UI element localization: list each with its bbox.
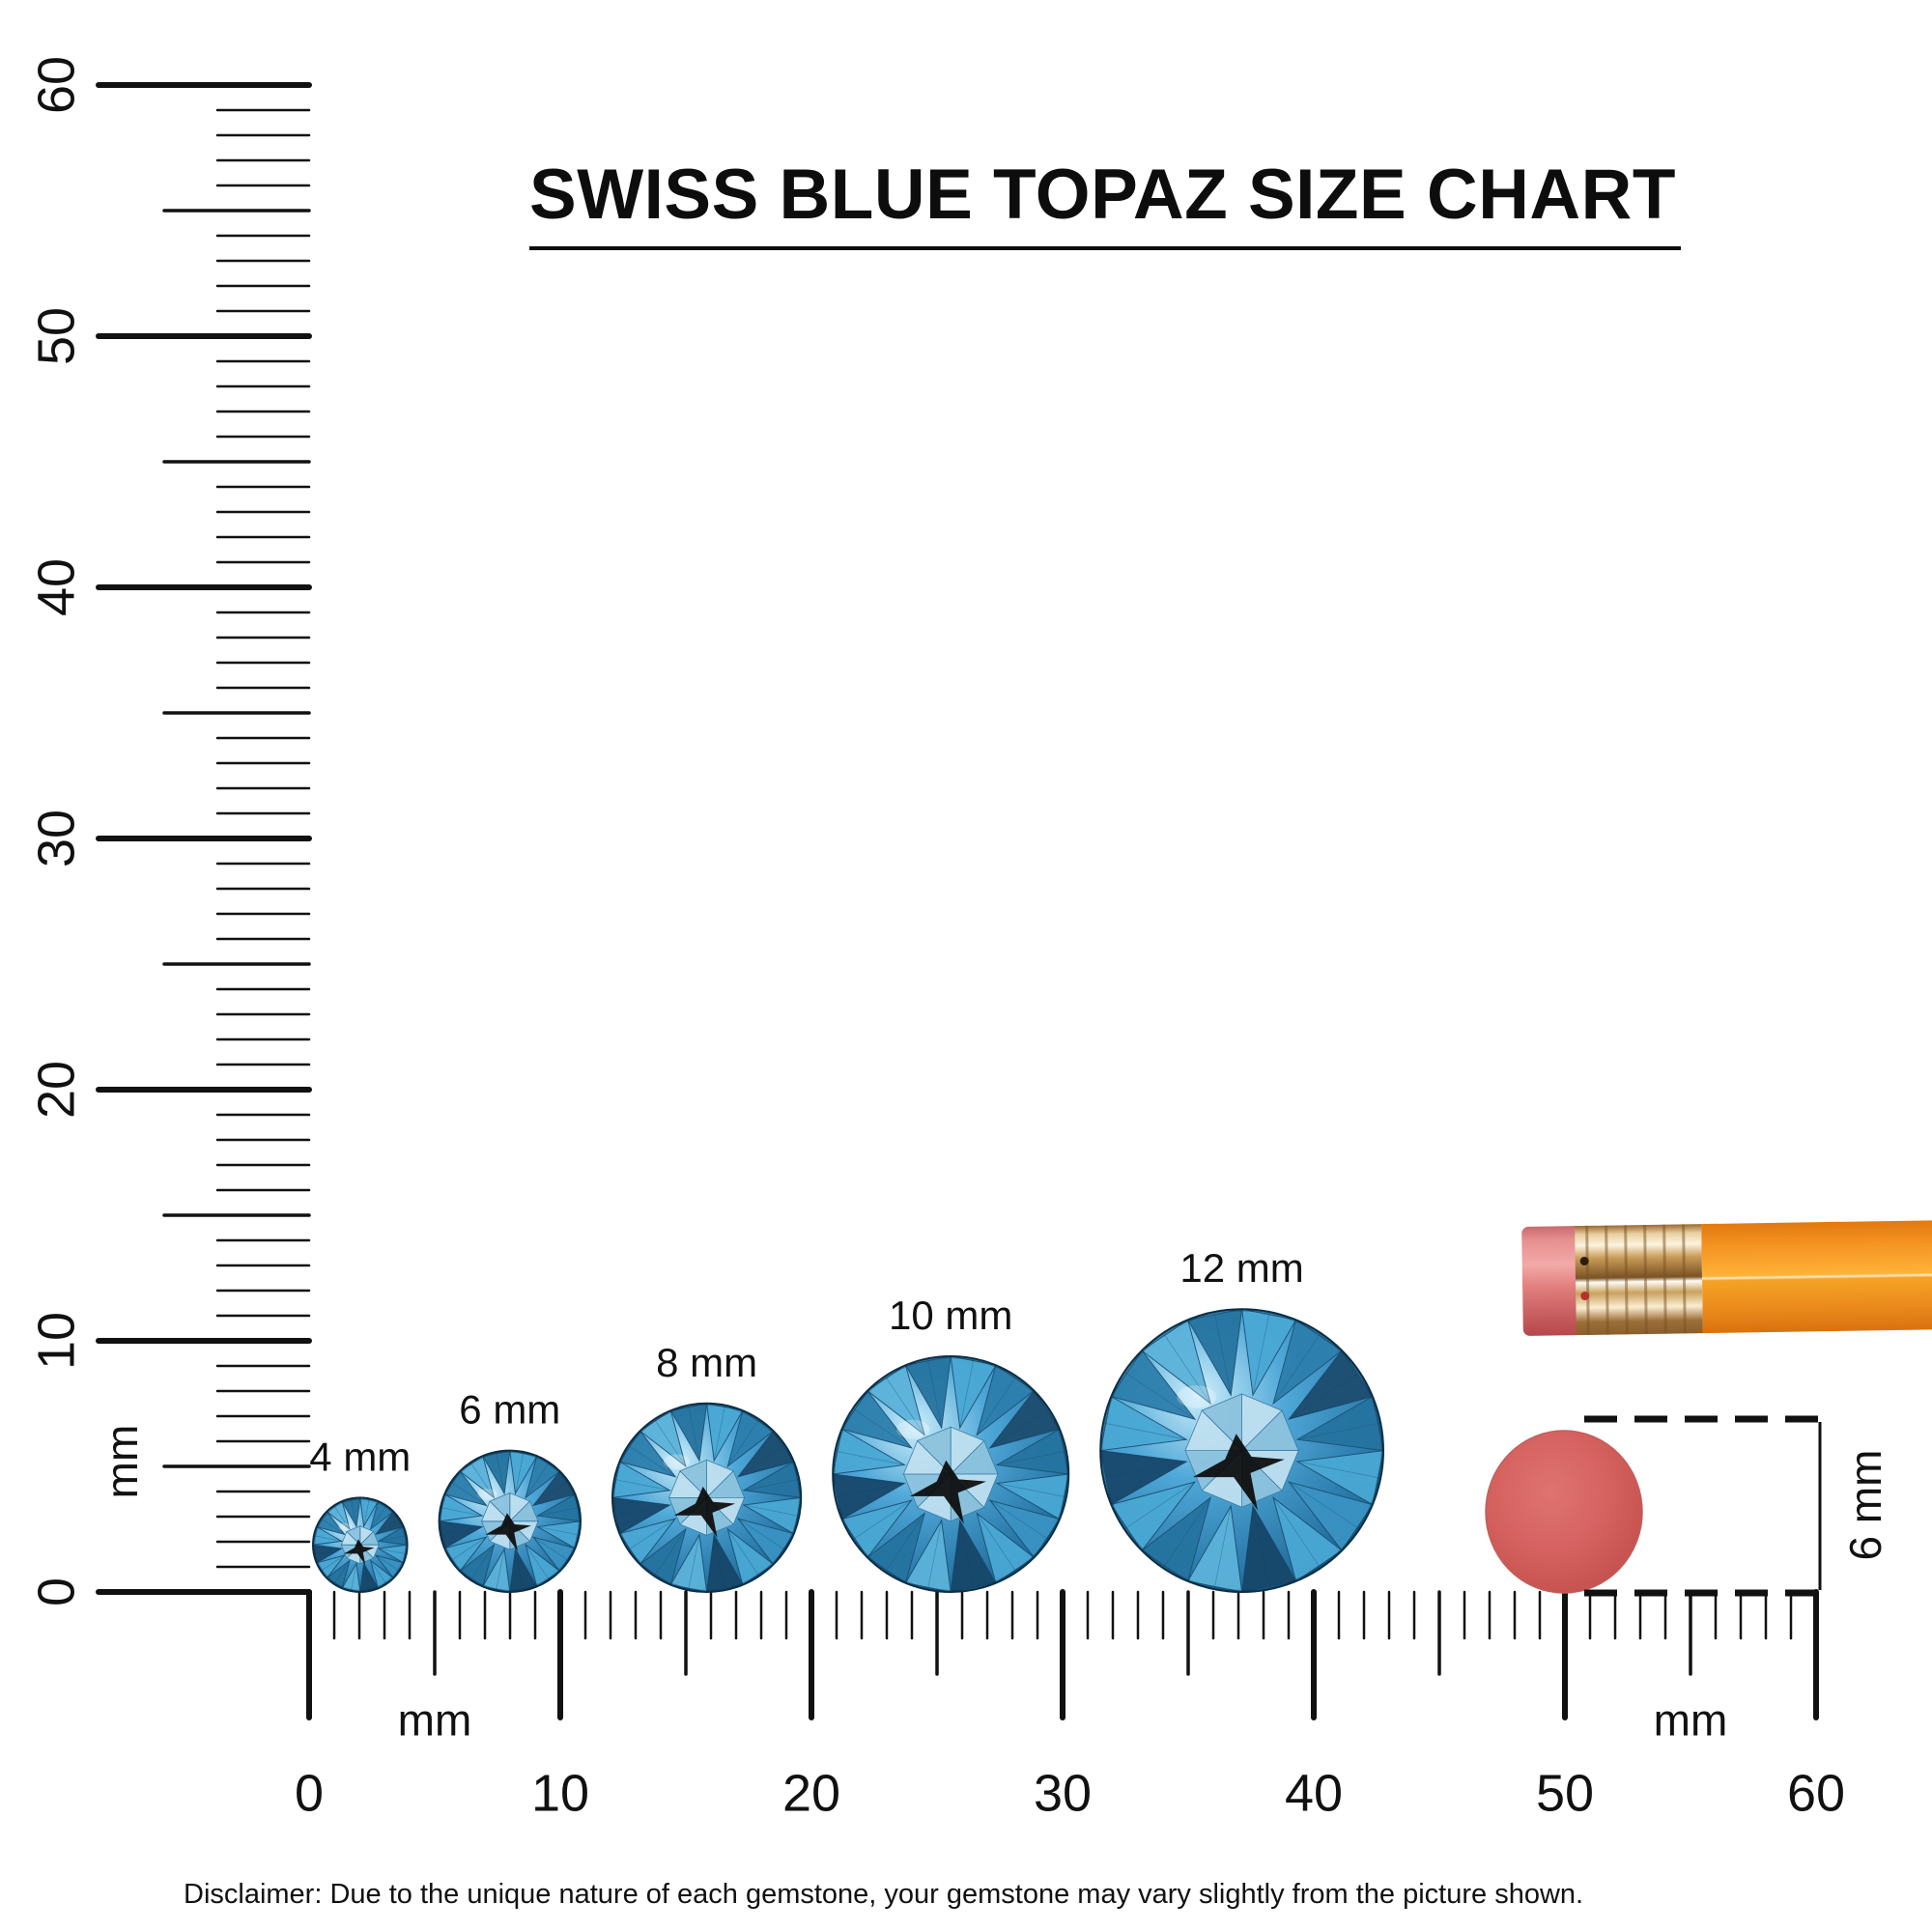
svg-text:6 mm: 6 mm — [1840, 1450, 1890, 1561]
